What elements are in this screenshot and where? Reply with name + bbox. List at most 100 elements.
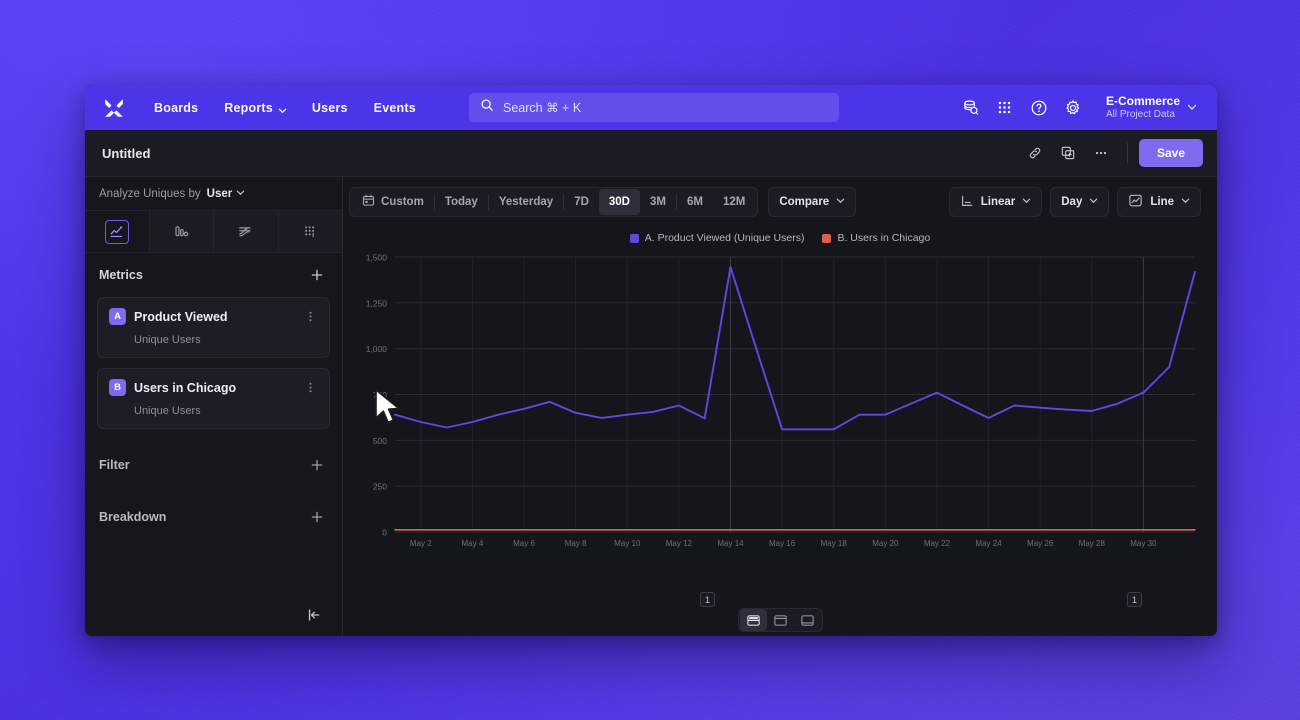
nav-item-events[interactable]: Events: [361, 95, 429, 121]
date-option-3m[interactable]: 3M: [640, 189, 676, 215]
svg-text:750: 750: [373, 390, 387, 400]
date-option-today[interactable]: Today: [435, 189, 488, 215]
search-icon: [480, 98, 494, 117]
metric-options-icon[interactable]: [302, 380, 318, 396]
date-option-12m[interactable]: 12M: [713, 189, 755, 215]
line-chart-icon: [1128, 193, 1143, 211]
metrics-title: Metrics: [99, 268, 143, 282]
scale-dropdown[interactable]: Linear: [948, 187, 1043, 217]
date-option-label: 7D: [574, 196, 589, 208]
add-breakdown-button[interactable]: [306, 506, 328, 528]
date-option-label: 30D: [608, 196, 630, 208]
duplicate-icon[interactable]: [1053, 138, 1083, 168]
search-input[interactable]: Search ⌘ + K: [469, 93, 839, 122]
legend-swatch: [629, 233, 639, 243]
date-option-label: 6M: [686, 196, 703, 208]
chevron-down-icon: [1022, 196, 1031, 208]
save-button[interactable]: Save: [1138, 139, 1203, 167]
more-horizontal-icon[interactable]: [1086, 138, 1116, 168]
compare-dropdown[interactable]: Compare: [768, 187, 857, 217]
date-option-label: Custom: [381, 196, 424, 208]
compare-label: Compare: [779, 196, 830, 208]
project-selector[interactable]: E-Commerce All Project Data: [1098, 91, 1203, 124]
page-marker-label: 1: [1131, 594, 1137, 605]
metric-card-header: B Users in Chicago: [109, 379, 318, 396]
app-window: Boards Reports Users Events: [85, 85, 1217, 636]
metric-card-product-viewed[interactable]: A Product Viewed Unique Users: [97, 297, 330, 358]
bar-chart-icon: [169, 220, 193, 244]
analyze-by-row: Analyze Uniques by User: [85, 177, 342, 211]
topnav-right-group: E-Commerce All Project Data: [956, 91, 1203, 124]
nav-item-users[interactable]: Users: [299, 95, 361, 121]
svg-text:500: 500: [373, 436, 387, 446]
svg-text:1,250: 1,250: [366, 298, 388, 308]
date-option-custom[interactable]: Custom: [352, 189, 434, 215]
flow-icon: [234, 220, 258, 244]
metric-name: Users in Chicago: [134, 380, 237, 395]
add-metric-button[interactable]: [306, 264, 328, 286]
nav-item-label: Boards: [154, 100, 199, 115]
legend-label: A. Product Viewed (Unique Users): [644, 232, 805, 244]
page-marker-label: 1: [704, 594, 710, 605]
project-subtitle: All Project Data: [1105, 109, 1175, 120]
line-chart[interactable]: 0 250 500 750 1,000 1,250 1,500 May 2 May 4 May 6…: [343, 249, 1201, 564]
help-circle-icon[interactable]: [1024, 93, 1054, 123]
main-panel: Custom Today Yesterday 7D 30D 3M 6M 12M …: [343, 177, 1217, 636]
metric-badge: A: [109, 308, 126, 325]
interval-dropdown[interactable]: Day: [1050, 187, 1110, 217]
svg-text:0: 0: [382, 528, 387, 538]
link-icon[interactable]: [1020, 138, 1050, 168]
date-option-7d[interactable]: 7D: [564, 189, 599, 215]
divider: [433, 194, 435, 210]
gear-icon[interactable]: [1058, 93, 1088, 123]
chevron-down-icon: [1089, 196, 1098, 208]
legend-item-a[interactable]: A. Product Viewed (Unique Users): [629, 232, 805, 244]
analyze-by-selector[interactable]: User: [207, 188, 246, 200]
layout-single-icon[interactable]: [767, 609, 794, 631]
top-navigation-bar: Boards Reports Users Events: [85, 85, 1217, 130]
svg-text:May 22: May 22: [924, 539, 951, 548]
layout-split-horizontal-icon[interactable]: [739, 609, 767, 631]
chevron-down-icon: [1181, 196, 1190, 208]
chart-options-group: Linear Day: [948, 187, 1201, 217]
date-option-label: Today: [444, 196, 478, 208]
date-option-label: Yesterday: [498, 196, 554, 208]
date-option-6m[interactable]: 6M: [677, 189, 713, 215]
database-icon[interactable]: [956, 93, 986, 123]
page-marker[interactable]: 1: [1127, 592, 1142, 607]
sidebar-item-cohorts[interactable]: [278, 211, 342, 252]
layout-table-icon[interactable]: [794, 609, 821, 631]
date-option-label: 3M: [650, 196, 666, 208]
metric-card-users-in-chicago[interactable]: B Users in Chicago Unique Users: [97, 368, 330, 429]
nav-links: Boards Reports Users Events: [141, 95, 429, 121]
svg-text:May 12: May 12: [666, 539, 693, 548]
page-marker[interactable]: 1: [700, 592, 715, 607]
metric-subtitle: Unique Users: [134, 405, 201, 417]
svg-text:May 10: May 10: [614, 539, 641, 548]
nav-item-reports[interactable]: Reports: [211, 95, 299, 121]
svg-text:May 26: May 26: [1027, 539, 1054, 548]
chevron-down-icon: [1187, 99, 1197, 117]
apps-grid-icon[interactable]: [990, 93, 1020, 123]
divider: [487, 194, 489, 210]
nav-item-boards[interactable]: Boards: [141, 95, 211, 121]
analyze-prefix-label: Analyze Uniques by: [99, 187, 201, 200]
page-title[interactable]: Untitled: [102, 145, 151, 161]
svg-text:May 4: May 4: [462, 539, 484, 548]
title-actions: Save: [1020, 138, 1203, 168]
x-logo-icon[interactable]: [101, 95, 127, 121]
metric-options-icon[interactable]: [302, 309, 318, 325]
svg-text:250: 250: [373, 482, 387, 492]
sidebar-item-flows[interactable]: [214, 211, 279, 252]
date-option-yesterday[interactable]: Yesterday: [489, 189, 563, 215]
legend-item-b[interactable]: B. Users in Chicago: [822, 232, 930, 244]
date-option-30d[interactable]: 30D: [598, 189, 640, 215]
chart-type-dropdown[interactable]: Line: [1117, 187, 1201, 217]
nav-item-label: Events: [373, 100, 416, 115]
sidebar-item-trends[interactable]: [85, 211, 150, 252]
date-option-label: 12M: [722, 196, 746, 208]
search-placeholder: Search ⌘ + K: [503, 101, 582, 115]
sidebar-item-funnels[interactable]: [149, 211, 214, 252]
add-filter-button[interactable]: [306, 454, 328, 476]
collapse-left-icon[interactable]: [302, 603, 326, 627]
